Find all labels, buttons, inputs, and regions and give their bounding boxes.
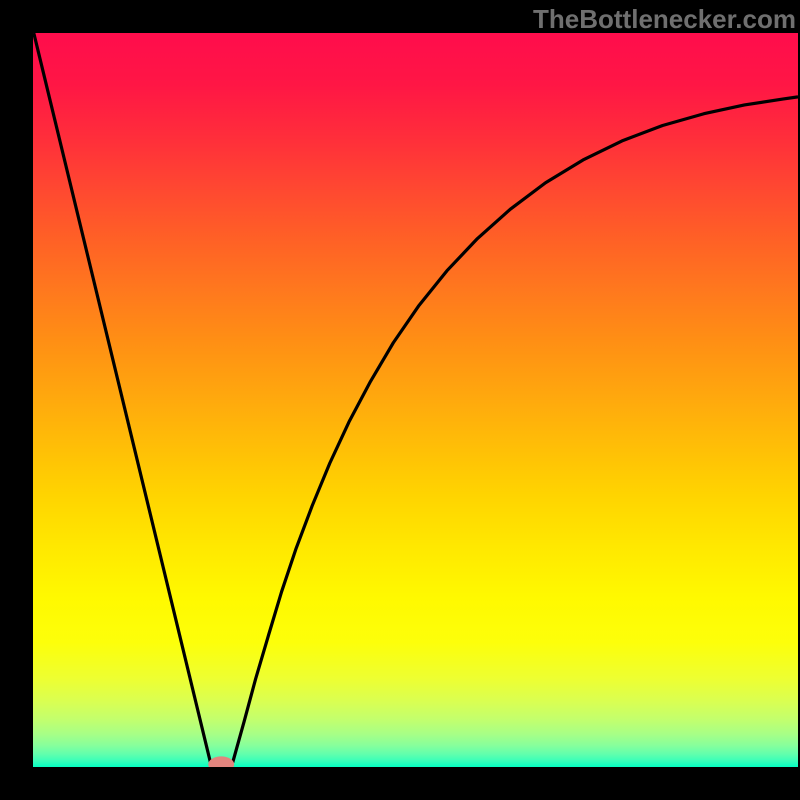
chart-container: TheBottlenecker.com — [0, 0, 800, 800]
plot-area — [33, 33, 798, 767]
plot-svg — [33, 33, 798, 767]
gradient-background — [33, 33, 798, 767]
attribution-label: TheBottlenecker.com — [533, 4, 796, 35]
